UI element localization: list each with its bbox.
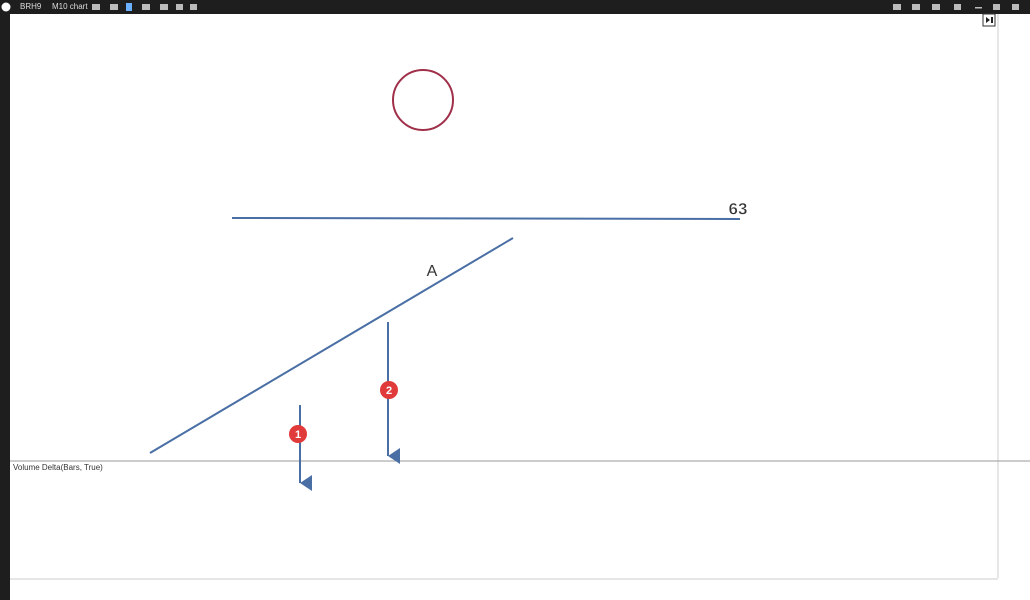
- price-axis: [998, 14, 1030, 600]
- marker: [289, 425, 307, 443]
- marker-label: 1: [295, 429, 301, 441]
- chart-name[interactable]: M10 chart: [52, 2, 88, 11]
- scroll-end-icon: [986, 17, 993, 23]
- chart-area: [10, 14, 1030, 600]
- side-panel: [0, 14, 10, 600]
- level-label: 63: [729, 199, 748, 218]
- marker-label: 2: [386, 385, 392, 397]
- level-line: [231, 217, 741, 220]
- toolbar-icons: [92, 3, 1019, 11]
- marker: [380, 381, 398, 399]
- logo[interactable]: [1, 2, 11, 12]
- trend-line: [149, 237, 514, 454]
- symbol[interactable]: BRH9: [20, 2, 42, 11]
- toolbar: [0, 0, 1030, 14]
- highlight-circle: [392, 69, 454, 131]
- indicator-title: Volume Delta(Bars, True): [13, 463, 103, 472]
- trend-label: A: [427, 263, 438, 280]
- drawings: 1 2 63 A: [149, 69, 748, 491]
